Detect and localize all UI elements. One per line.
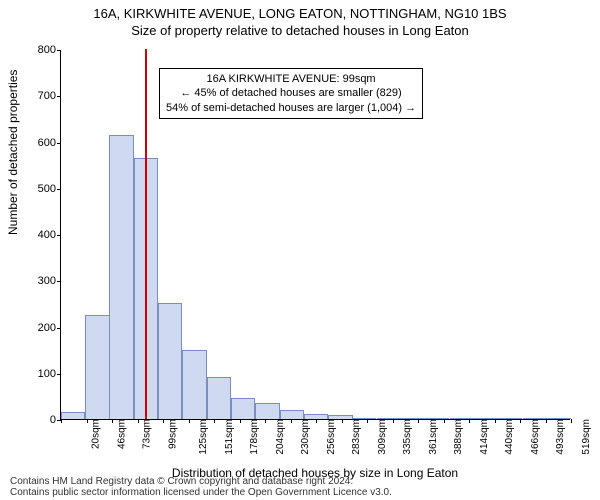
x-tick-label: 283sqm xyxy=(349,419,362,455)
x-tick-label: 178sqm xyxy=(247,419,260,455)
histogram-bar xyxy=(255,403,279,419)
x-tick-label: 493sqm xyxy=(553,419,566,455)
y-tick-mark xyxy=(57,189,61,190)
x-tick-mark xyxy=(571,419,572,423)
x-tick-mark xyxy=(163,419,164,423)
x-tick-label: 388sqm xyxy=(451,419,464,455)
x-tick-label: 204sqm xyxy=(273,419,286,455)
x-tick-mark xyxy=(546,419,547,423)
annotation-line: ← 45% of detached houses are smaller (82… xyxy=(166,86,416,100)
x-tick-mark xyxy=(189,419,190,423)
x-tick-mark xyxy=(291,419,292,423)
histogram-bar xyxy=(182,350,206,419)
x-tick-mark xyxy=(61,419,62,423)
y-tick-mark xyxy=(57,96,61,97)
x-tick-mark xyxy=(367,419,368,423)
x-tick-mark xyxy=(112,419,113,423)
page-subtitle: Size of property relative to detached ho… xyxy=(0,23,600,38)
x-tick-mark xyxy=(418,419,419,423)
x-tick-mark xyxy=(265,419,266,423)
footer-line-2: Contains public sector information licen… xyxy=(10,487,392,498)
x-tick-label: 361sqm xyxy=(426,419,439,455)
x-tick-label: 125sqm xyxy=(196,419,209,455)
chart-area: 010020030040050060070080020sqm46sqm73sqm… xyxy=(60,50,570,420)
page-title: 16A, KIRKWHITE AVENUE, LONG EATON, NOTTI… xyxy=(0,0,600,23)
y-tick-mark xyxy=(57,328,61,329)
x-tick-label: 46sqm xyxy=(114,419,127,449)
x-tick-label: 466sqm xyxy=(528,419,541,455)
chart-container: 16A, KIRKWHITE AVENUE, LONG EATON, NOTTI… xyxy=(0,0,600,500)
y-axis-label: Number of detached properties xyxy=(6,70,20,235)
histogram-bar xyxy=(280,410,304,419)
x-tick-mark xyxy=(214,419,215,423)
footer-attribution: Contains HM Land Registry data © Crown c… xyxy=(10,476,392,498)
x-tick-mark xyxy=(469,419,470,423)
x-tick-mark xyxy=(495,419,496,423)
histogram-bar xyxy=(109,135,133,419)
x-tick-mark xyxy=(240,419,241,423)
x-tick-label: 519sqm xyxy=(579,419,592,455)
x-tick-label: 414sqm xyxy=(477,419,490,455)
histogram-bar xyxy=(61,412,85,419)
plot-region: 010020030040050060070080020sqm46sqm73sqm… xyxy=(60,50,570,420)
annotation-line: 16A KIRKWHITE AVENUE: 99sqm xyxy=(166,72,416,86)
x-tick-label: 230sqm xyxy=(298,419,311,455)
x-tick-label: 20sqm xyxy=(89,419,102,449)
y-tick-mark xyxy=(57,50,61,51)
histogram-bar xyxy=(207,377,231,419)
x-tick-label: 335sqm xyxy=(400,419,413,455)
annotation-line: 54% of semi-detached houses are larger (… xyxy=(166,101,416,115)
x-tick-mark xyxy=(520,419,521,423)
x-tick-label: 99sqm xyxy=(165,419,178,449)
x-tick-label: 256sqm xyxy=(324,419,337,455)
histogram-bar xyxy=(85,315,109,419)
x-tick-mark xyxy=(87,419,88,423)
x-tick-label: 309sqm xyxy=(375,419,388,455)
histogram-bar xyxy=(231,398,255,419)
y-tick-mark xyxy=(57,374,61,375)
x-tick-mark xyxy=(393,419,394,423)
y-tick-mark xyxy=(57,143,61,144)
x-tick-mark xyxy=(138,419,139,423)
footer-line-1: Contains HM Land Registry data © Crown c… xyxy=(10,476,392,487)
annotation-box: 16A KIRKWHITE AVENUE: 99sqm← 45% of deta… xyxy=(159,68,423,119)
y-tick-mark xyxy=(57,235,61,236)
x-tick-mark xyxy=(342,419,343,423)
x-tick-label: 73sqm xyxy=(140,419,153,449)
y-tick-mark xyxy=(57,281,61,282)
x-tick-mark xyxy=(444,419,445,423)
x-tick-label: 151sqm xyxy=(222,419,235,455)
reference-marker-line xyxy=(145,49,147,419)
x-tick-label: 440sqm xyxy=(502,419,515,455)
histogram-bar xyxy=(158,303,182,419)
x-tick-mark xyxy=(316,419,317,423)
